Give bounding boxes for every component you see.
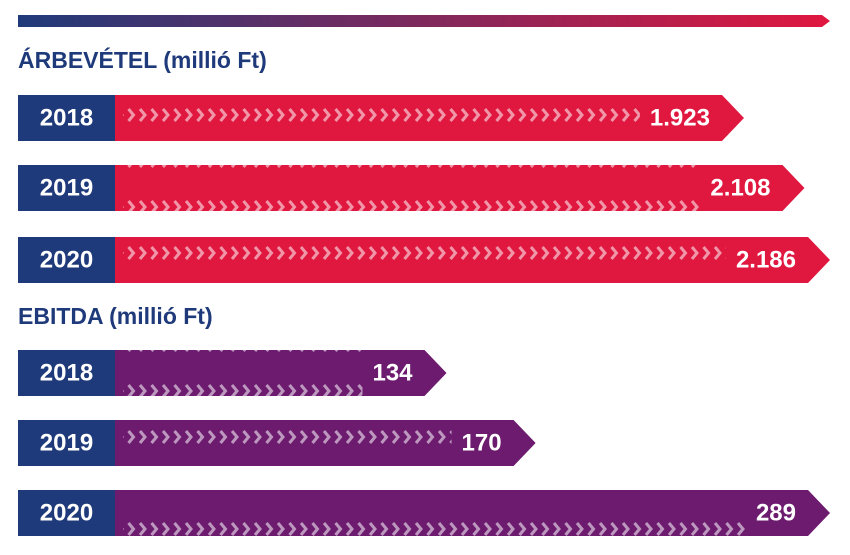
chevron-pattern (123, 237, 726, 283)
top-rule (18, 15, 830, 27)
category-label: 2018 (40, 359, 93, 386)
category-label: 2020 (40, 499, 93, 526)
chevron-pattern (123, 420, 452, 466)
value-label: 289 (756, 499, 796, 526)
category-label: 2020 (40, 246, 93, 273)
chevron-pattern (123, 490, 746, 536)
value-label: 170 (462, 429, 502, 456)
chart-title: EBITDA (millió Ft) (18, 303, 213, 329)
year-box (18, 420, 115, 466)
category-label: 2018 (40, 104, 93, 131)
value-label: 2.108 (710, 174, 770, 201)
value-label: 2.186 (736, 246, 796, 273)
value-label: 1.923 (650, 104, 710, 131)
category-label: 2019 (40, 174, 93, 201)
chevron-pattern (123, 350, 363, 396)
category-label: 2019 (40, 429, 93, 456)
year-box (18, 95, 115, 141)
year-box (18, 165, 115, 211)
value-label: 134 (372, 359, 413, 386)
year-box (18, 350, 115, 396)
chart-title: ÁRBEVÉTEL (millió Ft) (18, 46, 267, 73)
year-box (18, 237, 115, 283)
chevron-pattern (123, 95, 640, 141)
chevron-pattern (123, 165, 701, 211)
year-box (18, 490, 115, 536)
